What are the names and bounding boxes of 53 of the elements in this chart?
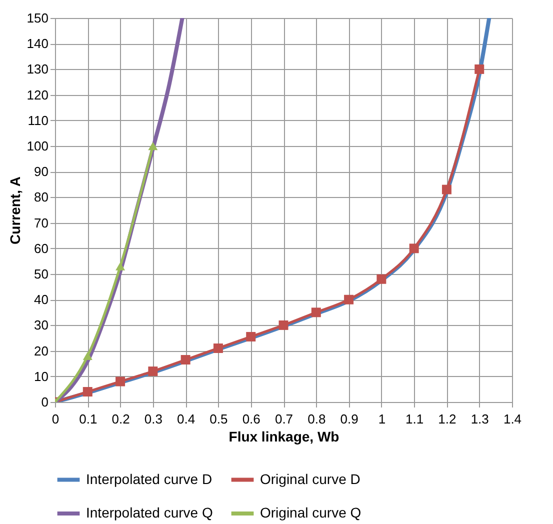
x-axis-title: Flux linkage, Wb	[228, 428, 340, 444]
y-tick-label: 80	[34, 190, 48, 205]
y-tick-label: 140	[26, 36, 48, 52]
x-tick-label: 0.8	[308, 412, 326, 426]
y-tick-label: 90	[34, 164, 48, 180]
x-tick-label: 1.3	[470, 412, 489, 426]
y-tick-label: 30	[34, 318, 48, 333]
y-tick-label: 130	[26, 62, 48, 77]
point	[116, 376, 126, 386]
point	[376, 274, 386, 284]
y-tick-label: 120	[26, 87, 48, 102]
x-tick-label: 0.5	[210, 412, 228, 426]
x-tick-label: 0.6	[242, 412, 260, 426]
x-tick-label: 0.7	[274, 412, 294, 426]
x-tick-label: 0.3	[144, 412, 162, 426]
y-tick-label: 50	[34, 266, 48, 282]
point	[246, 332, 256, 342]
y-tick-label: 20	[34, 343, 48, 358]
legend-label: Interpolated curve Q	[86, 504, 213, 520]
point	[474, 64, 484, 74]
y-tick-label: 10	[34, 368, 48, 384]
legend-label: Interpolated curve D	[86, 470, 212, 487]
y-axis-title: Current, A	[6, 176, 23, 244]
x-tick-label: 0.2	[112, 412, 130, 426]
point	[442, 184, 452, 194]
x-tick-label: 1.1	[406, 412, 424, 426]
y-tick-label: 150	[26, 10, 48, 26]
legend-label: Original curve Q	[260, 504, 362, 520]
legend-label: Original curve D	[260, 470, 360, 487]
y-tick-label: 70	[34, 215, 48, 230]
y-tick-label: 0	[41, 394, 48, 410]
point	[148, 366, 158, 376]
x-tick-label: 0.1	[79, 412, 98, 426]
x-tick-label: 1.2	[438, 412, 456, 426]
x-tick-label: 1.4	[503, 412, 522, 426]
point	[148, 142, 158, 150]
y-tick-label: 40	[34, 292, 48, 308]
point	[344, 294, 354, 304]
point	[278, 320, 288, 330]
point	[180, 355, 190, 365]
point	[311, 308, 321, 318]
point	[116, 262, 126, 270]
point	[409, 244, 419, 254]
x-tick-label: 0.9	[340, 412, 358, 426]
y-tick-label: 60	[34, 240, 48, 256]
point	[82, 352, 92, 360]
point	[213, 343, 223, 353]
x-tick-label: 0.4	[177, 412, 196, 426]
x-tick-label: 0	[52, 412, 60, 426]
x-tick-label: 1	[378, 412, 386, 426]
y-tick-label: 100	[26, 138, 48, 154]
point	[82, 387, 92, 397]
y-tick-label: 110	[28, 112, 48, 128]
